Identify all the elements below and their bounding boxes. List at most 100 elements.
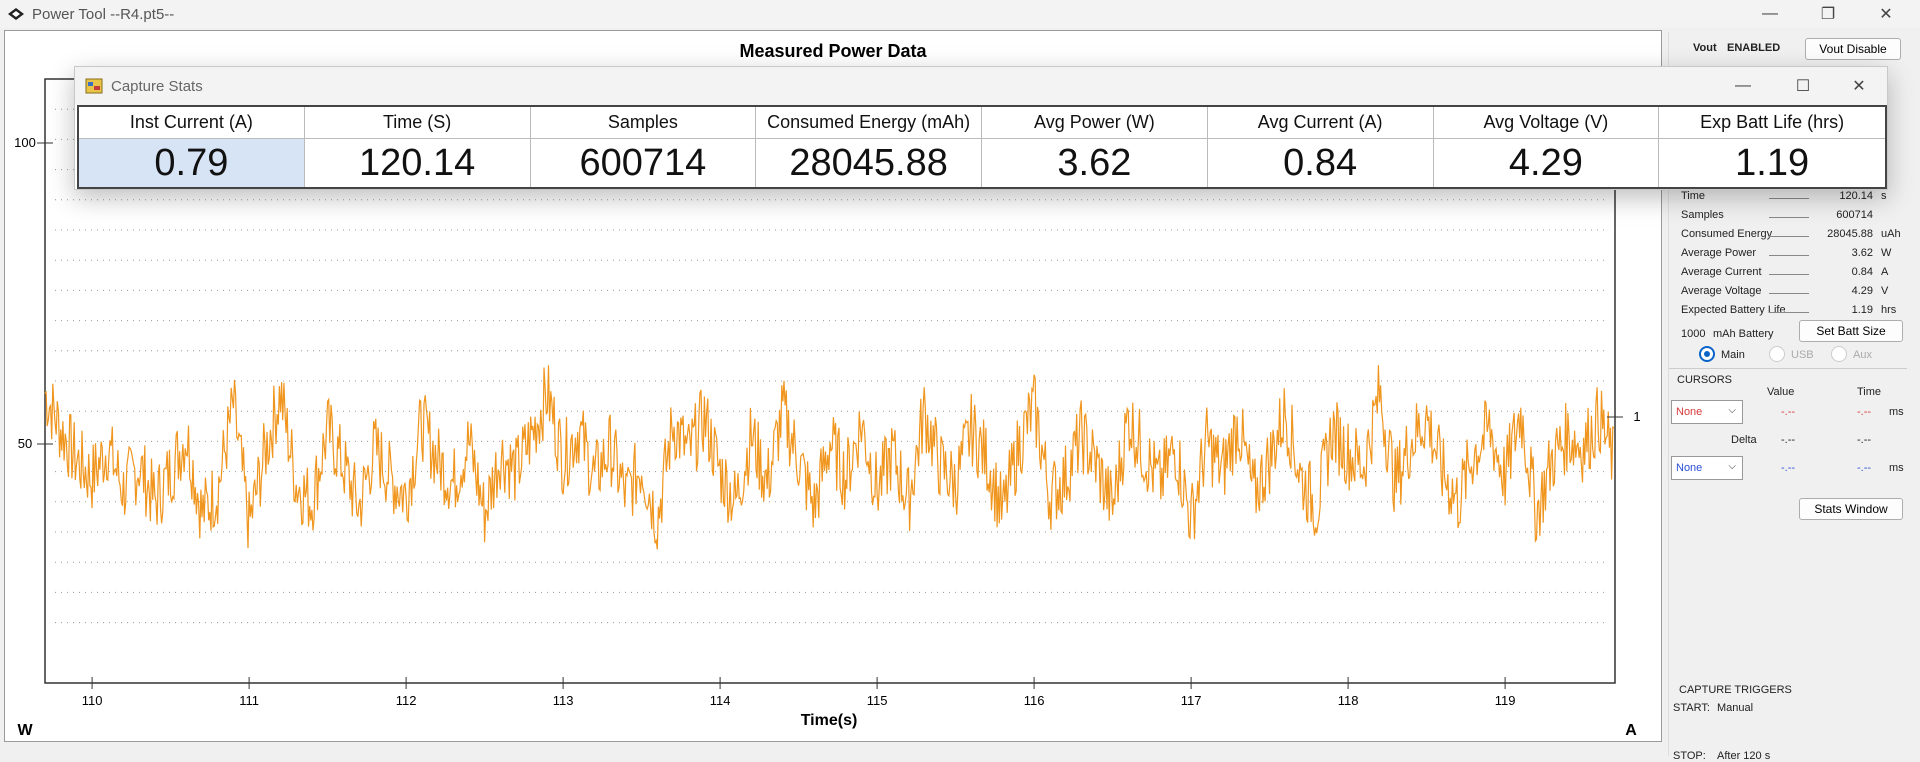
stats-header: Avg Current (A) bbox=[1207, 107, 1433, 139]
x-tick-label: 114 bbox=[710, 693, 731, 708]
stats-header: Exp Batt Life (hrs) bbox=[1659, 107, 1885, 139]
summary-label: Average Voltage bbox=[1681, 285, 1762, 297]
restore-icon[interactable]: ❐ bbox=[1820, 6, 1836, 23]
chart-title: Measured Power Data bbox=[739, 41, 927, 61]
stats-value: 600714 bbox=[579, 141, 707, 184]
close-icon[interactable]: ✕ bbox=[1879, 6, 1893, 23]
cursor-value-header: Value bbox=[1767, 386, 1795, 398]
x-tick-label: 110 bbox=[82, 693, 103, 708]
radio-main-label: Main bbox=[1721, 349, 1745, 361]
leader-line bbox=[1769, 236, 1809, 237]
summary-label: Consumed Energy bbox=[1681, 228, 1773, 240]
set-batt-size-button[interactable]: Set Batt Size bbox=[1799, 320, 1903, 342]
cursor1-value: -.-- bbox=[1781, 406, 1796, 418]
right-axis-unit: A bbox=[1625, 722, 1637, 739]
vout-disable-button[interactable]: Vout Disable bbox=[1805, 38, 1901, 60]
summary-unit: V bbox=[1881, 285, 1889, 297]
summary-value: 1.19 bbox=[1851, 304, 1873, 316]
stats-header: Avg Power (W) bbox=[982, 107, 1207, 139]
stats-value: 28045.88 bbox=[789, 141, 948, 184]
radio-aux-label: Aux bbox=[1853, 349, 1872, 361]
leader-line bbox=[1769, 274, 1809, 275]
minimize-icon[interactable]: — bbox=[1735, 77, 1751, 94]
battery-unit: mAh Battery bbox=[1713, 328, 1774, 340]
power-trace bbox=[44, 365, 1615, 550]
start-label: START: bbox=[1673, 702, 1710, 714]
stats-column: Inst Current (A) 0.79 bbox=[79, 107, 305, 187]
leader-line bbox=[1769, 293, 1809, 294]
close-icon[interactable]: ✕ bbox=[1852, 78, 1866, 95]
summary-unit: W bbox=[1881, 247, 1892, 259]
title-bar: Power Tool --R4.pt5-- — ❐ ✕ bbox=[0, 0, 1920, 28]
delta-time: -.-- bbox=[1857, 434, 1872, 446]
stats-value: 0.84 bbox=[1283, 141, 1358, 184]
cursor-time-header: Time bbox=[1857, 386, 1882, 398]
stats-column: Avg Voltage (V) 4.29 bbox=[1433, 107, 1660, 187]
summary-value: 4.29 bbox=[1851, 285, 1873, 297]
summary-unit: hrs bbox=[1881, 304, 1897, 316]
stats-column: Samples 600714 bbox=[530, 107, 757, 187]
cursor2-unit: ms bbox=[1889, 462, 1904, 474]
leader-line bbox=[1769, 198, 1809, 199]
stats-table: Inst Current (A) 0.79 Time (S) 120.14 Sample… bbox=[77, 105, 1887, 189]
summary-value: 28045.88 bbox=[1827, 228, 1873, 240]
stats-column: Exp Batt Life (hrs) 1.19 bbox=[1659, 107, 1885, 187]
cursor2-value: -.-- bbox=[1781, 462, 1796, 474]
stats-window-button[interactable]: Stats Window bbox=[1799, 498, 1903, 520]
minimize-icon[interactable]: — bbox=[1762, 5, 1778, 22]
stats-column: Consumed Energy (mAh) 28045.88 bbox=[756, 107, 982, 187]
radio-usb[interactable] bbox=[1769, 346, 1785, 362]
battery-value[interactable]: 1000 bbox=[1681, 328, 1706, 340]
chevron-down-icon: ⌵ bbox=[1728, 405, 1736, 416]
stats-value: 0.79 bbox=[79, 139, 304, 187]
summary-label: Samples bbox=[1681, 209, 1724, 221]
leader-line bbox=[1769, 217, 1809, 218]
chevron-down-icon: ⌵ bbox=[1728, 461, 1736, 472]
y-tick-100: 100 bbox=[14, 135, 36, 150]
right-tick-1: 1 bbox=[1633, 409, 1640, 424]
x-axis-label: Time(s) bbox=[801, 712, 858, 729]
capture-stats-title: Capture Stats bbox=[111, 77, 203, 95]
maximize-icon[interactable]: ☐ bbox=[1795, 78, 1811, 95]
capture-stats-dialog: Capture Stats — ☐ ✕ Inst Current (A) 0.79… bbox=[74, 66, 1888, 190]
cursor1-select-value: None bbox=[1676, 406, 1703, 418]
summary-value: 600714 bbox=[1836, 209, 1873, 221]
summary-unit: s bbox=[1881, 190, 1887, 202]
x-tick-label: 113 bbox=[553, 693, 574, 708]
x-tick-label: 115 bbox=[867, 693, 888, 708]
stats-header: Inst Current (A) bbox=[79, 107, 304, 139]
divider bbox=[1669, 368, 1907, 369]
summary-value: 0.84 bbox=[1851, 266, 1873, 278]
window-title: Power Tool --R4.pt5-- bbox=[32, 5, 175, 23]
leader-line bbox=[1769, 255, 1809, 256]
delta-value: -.-- bbox=[1781, 434, 1796, 446]
cursor1-time: -.-- bbox=[1857, 406, 1872, 418]
summary-value: 120.14 bbox=[1839, 190, 1873, 202]
app-icon bbox=[8, 8, 24, 20]
stats-column: Time (S) 120.14 bbox=[304, 107, 531, 187]
x-tick-label: 112 bbox=[396, 693, 417, 708]
x-tick-label: 119 bbox=[1495, 693, 1516, 708]
cursor1-select[interactable]: None ⌵ bbox=[1671, 400, 1743, 424]
cursor2-time: -.-- bbox=[1857, 462, 1872, 474]
stats-value: 4.29 bbox=[1508, 141, 1583, 184]
stats-column: Avg Power (W) 3.62 bbox=[982, 107, 1208, 187]
x-tick-label: 116 bbox=[1024, 693, 1045, 708]
capture-stats-titlebar: Capture Stats — ☐ ✕ bbox=[75, 67, 1887, 105]
triggers-title: CAPTURE TRIGGERS bbox=[1679, 684, 1792, 696]
summary-value: 3.62 bbox=[1851, 247, 1873, 259]
x-tick-label: 118 bbox=[1338, 693, 1359, 708]
summary-label: Time bbox=[1681, 190, 1706, 202]
stats-value: 3.62 bbox=[1057, 141, 1132, 184]
radio-aux[interactable] bbox=[1831, 346, 1847, 362]
summary-unit: A bbox=[1881, 266, 1889, 278]
cursor2-select[interactable]: None ⌵ bbox=[1671, 456, 1743, 480]
x-tick-label: 111 bbox=[239, 693, 259, 708]
radio-main[interactable] bbox=[1699, 346, 1715, 362]
stop-value: After 120 s bbox=[1717, 750, 1771, 762]
stats-app-icon bbox=[85, 78, 103, 94]
stats-header: Avg Voltage (V) bbox=[1433, 107, 1659, 139]
x-axis-ticks: 110 111 112 113 114 115 116 117 118 119 bbox=[82, 677, 1516, 708]
stats-value: 120.14 bbox=[359, 141, 476, 184]
summary-label: Expected Battery Life bbox=[1681, 304, 1786, 316]
